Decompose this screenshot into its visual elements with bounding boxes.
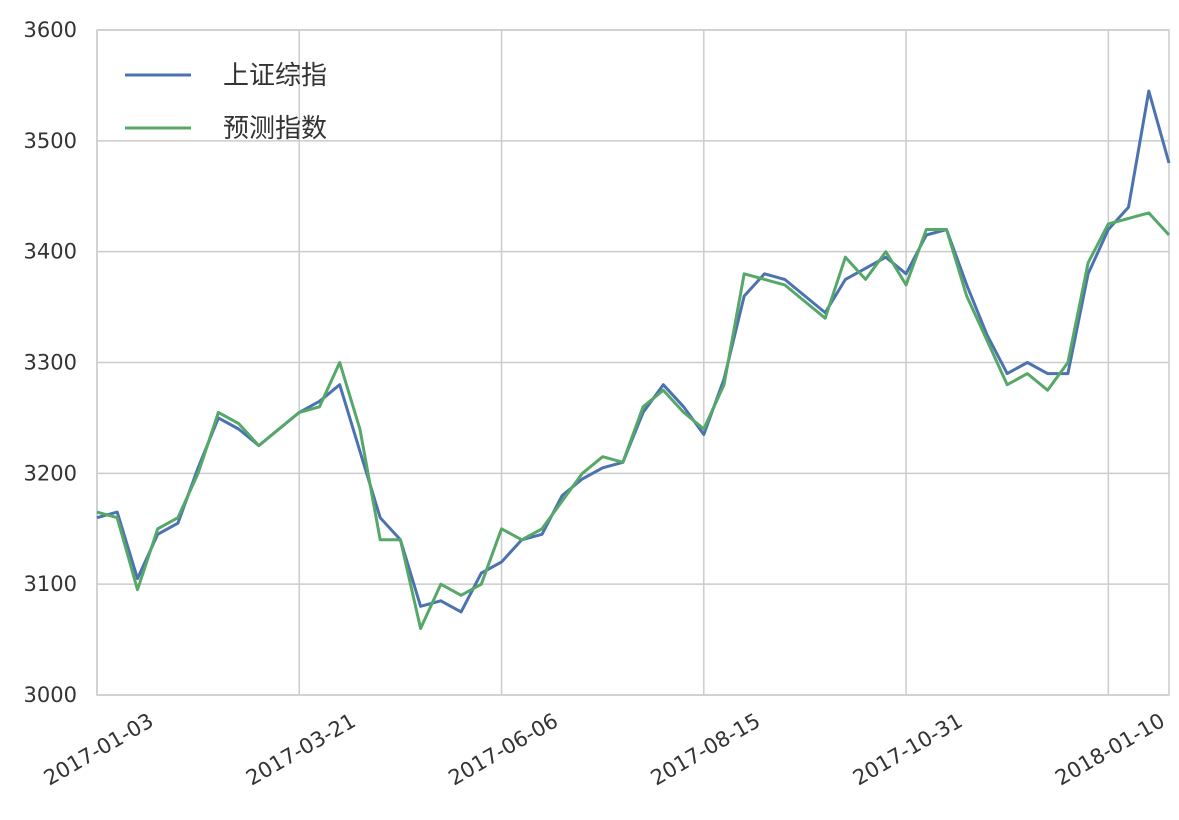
- x-tick-label: 2017-01-03: [40, 709, 158, 791]
- x-tick-label: 2017-03-21: [242, 709, 360, 791]
- y-tick-label: 3000: [24, 683, 77, 707]
- y-tick-label: 3600: [24, 18, 77, 42]
- x-tick-label: 2017-06-06: [444, 709, 562, 791]
- x-tick-label: 2017-10-31: [849, 709, 967, 791]
- y-tick-label: 3200: [24, 461, 77, 485]
- series-line: [96, 211, 1171, 630]
- y-tick-label: 3300: [24, 351, 77, 375]
- legend-label: 上证综指: [223, 61, 327, 91]
- y-tick-label: 3100: [24, 572, 77, 596]
- x-tick-label: 2017-08-15: [647, 709, 765, 791]
- y-tick-label: 3400: [24, 240, 77, 264]
- legend-label: 预测指数: [223, 114, 327, 144]
- y-tick-label: 3500: [24, 129, 77, 153]
- x-tick-label: 2018-01-10: [1051, 709, 1169, 791]
